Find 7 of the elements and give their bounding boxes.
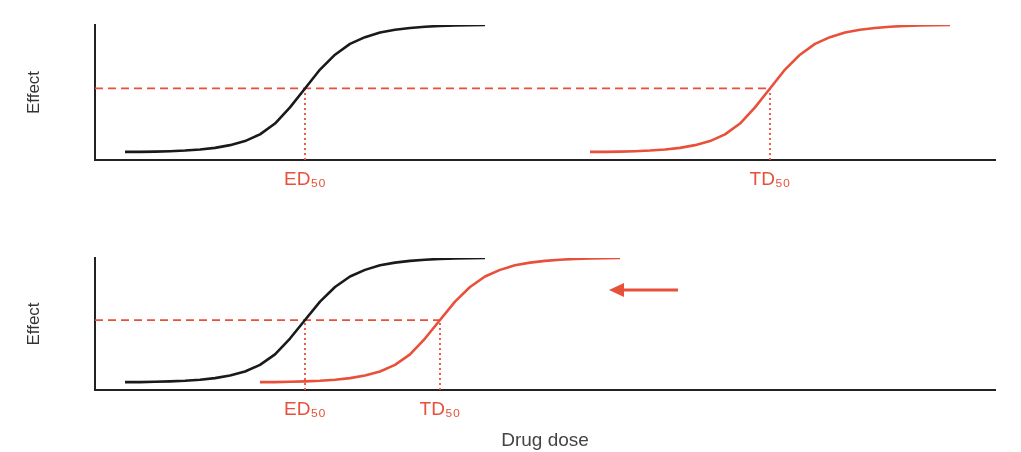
x-tick-label: ED₅₀ xyxy=(284,167,326,189)
y-axis-title: Effect xyxy=(23,302,43,346)
y-axis-title: Effect xyxy=(23,70,43,115)
x-tick-label: TD₅₀ xyxy=(749,167,791,189)
x-tick-label: TD₅₀ xyxy=(419,397,461,419)
x-axis-title: Drug dose xyxy=(501,428,589,450)
x-tick-label: ED₅₀ xyxy=(284,397,326,419)
